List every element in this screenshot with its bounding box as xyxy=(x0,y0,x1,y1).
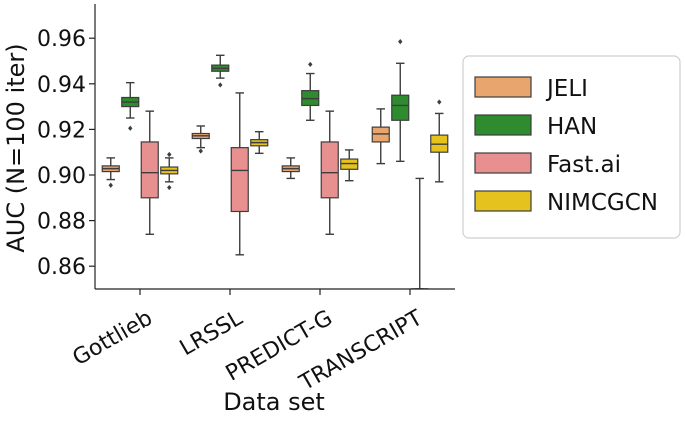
box-jeli-predict-g xyxy=(281,157,300,180)
box-fast-ai-gottlieb xyxy=(140,110,159,235)
box-han-transcript xyxy=(391,39,410,163)
flier-point xyxy=(198,148,203,154)
legend-item-fast-ai: Fast.ai xyxy=(474,152,621,178)
legend: JELI HAN Fast.ai NIMCGCN xyxy=(462,55,681,239)
x-axis-label: Data set xyxy=(223,388,325,416)
legend-swatch xyxy=(474,190,532,212)
legend-item-han: HAN xyxy=(474,114,597,140)
box-body xyxy=(320,141,339,199)
box-jeli-transcript xyxy=(371,108,390,165)
box-body xyxy=(230,147,249,213)
y-tick-label: 0.92 xyxy=(37,118,86,143)
flier-point xyxy=(167,151,172,158)
boxes-group xyxy=(101,39,449,289)
box-han-lrssl xyxy=(211,54,230,88)
flier-point xyxy=(398,39,403,45)
legend-swatch xyxy=(474,152,532,174)
flier-point xyxy=(437,99,442,105)
box-nimcgcn-predict-g xyxy=(340,149,359,182)
box-body xyxy=(140,141,159,199)
box-fast-ai-lrssl xyxy=(230,92,249,256)
legend-item-nimcgcn: NIMCGCN xyxy=(474,190,658,216)
flier-point xyxy=(128,125,133,131)
y-tick-label: 0.88 xyxy=(37,210,86,235)
box-jeli-gottlieb xyxy=(101,157,120,188)
box-jeli-lrssl xyxy=(191,125,210,154)
legend-swatch xyxy=(474,114,532,136)
flier-point xyxy=(218,82,223,88)
plot-area xyxy=(101,39,449,289)
y-axis-label: AUC (N=100 iter) xyxy=(2,43,30,252)
flier-point xyxy=(167,184,172,191)
y-tick-label: 0.86 xyxy=(37,255,86,280)
flier-point xyxy=(108,182,113,188)
box-han-gottlieb xyxy=(121,81,140,131)
legend-label: JELI xyxy=(545,76,588,102)
box-nimcgcn-lrssl xyxy=(250,130,269,155)
y-axis: 0.86 0.88 0.90 0.92 0.94 0.96 xyxy=(37,4,96,289)
y-tick-label: 0.90 xyxy=(37,164,86,189)
legend-item-jeli: JELI xyxy=(474,76,588,102)
box-fast-ai-transcript xyxy=(410,177,429,289)
box-body xyxy=(391,94,410,121)
legend-label: NIMCGCN xyxy=(547,190,658,216)
box-han-predict-g xyxy=(301,61,320,121)
box-nimcgcn-gottlieb xyxy=(160,151,179,191)
box-fast-ai-predict-g xyxy=(320,110,339,235)
legend-label: Fast.ai xyxy=(547,152,621,178)
legend-label: HAN xyxy=(547,114,597,140)
x-tick-label: LRSSL xyxy=(176,305,248,361)
y-tick-label: 0.94 xyxy=(37,73,86,98)
x-tick-label: Gottlieb xyxy=(69,306,157,371)
box-nimcgcn-transcript xyxy=(430,99,449,183)
flier-point xyxy=(308,61,313,68)
y-tick-label: 0.96 xyxy=(37,27,86,52)
legend-swatch xyxy=(474,76,532,98)
